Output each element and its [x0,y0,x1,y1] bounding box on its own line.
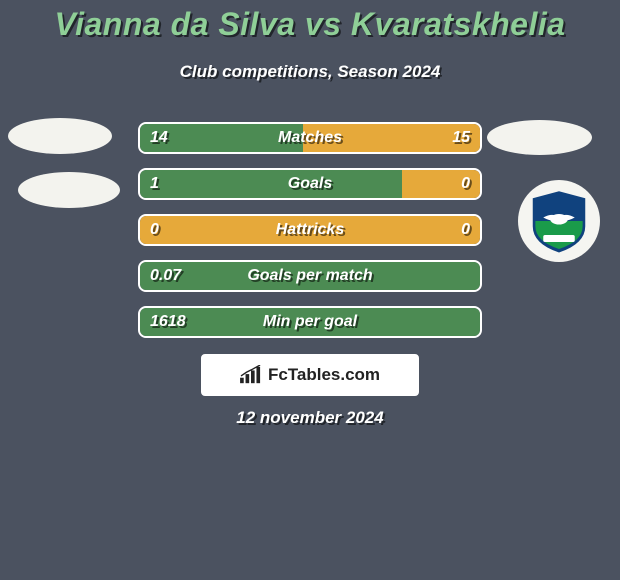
stat-value-right: 0 [461,216,470,244]
comparison-card: Vianna da Silva vs Kvaratskhelia Club co… [0,0,620,580]
stat-value-right: 15 [452,124,470,152]
player-left-club-avatar [18,172,120,208]
stat-row-goals: 1 Goals 0 [138,168,482,200]
player-right-avatar [487,120,592,155]
page-title: Vianna da Silva vs Kvaratskhelia [0,6,620,43]
brand-link[interactable]: FcTables.com [201,354,419,396]
stat-value-left: 14 [150,124,168,152]
stat-bar-left [140,308,480,336]
stat-row-matches: 14 Matches 15 [138,122,482,154]
stat-row-mpg: 1618 Min per goal [138,306,482,338]
brand-label: FcTables.com [268,365,380,385]
stat-bar-left [140,170,402,198]
stat-row-gpm: 0.07 Goals per match [138,260,482,292]
bar-chart-icon [240,365,262,385]
stat-value-left: 0 [150,216,159,244]
stat-row-hattricks: 0 Hattricks 0 [138,214,482,246]
stat-value-right: 0 [461,170,470,198]
stat-value-left: 1 [150,170,159,198]
player-right-club-badge [518,180,600,262]
stat-bar-left [140,262,480,290]
page-subtitle: Club competitions, Season 2024 [0,62,620,82]
stat-value-left: 0.07 [150,262,181,290]
shield-icon [524,186,594,256]
stats-panel: 14 Matches 15 1 Goals 0 0 Hattricks 0 0.… [138,122,482,352]
date-label: 12 november 2024 [0,408,620,428]
stat-value-left: 1618 [150,308,186,336]
stat-bar-right [140,216,480,244]
player-left-avatar [8,118,112,154]
